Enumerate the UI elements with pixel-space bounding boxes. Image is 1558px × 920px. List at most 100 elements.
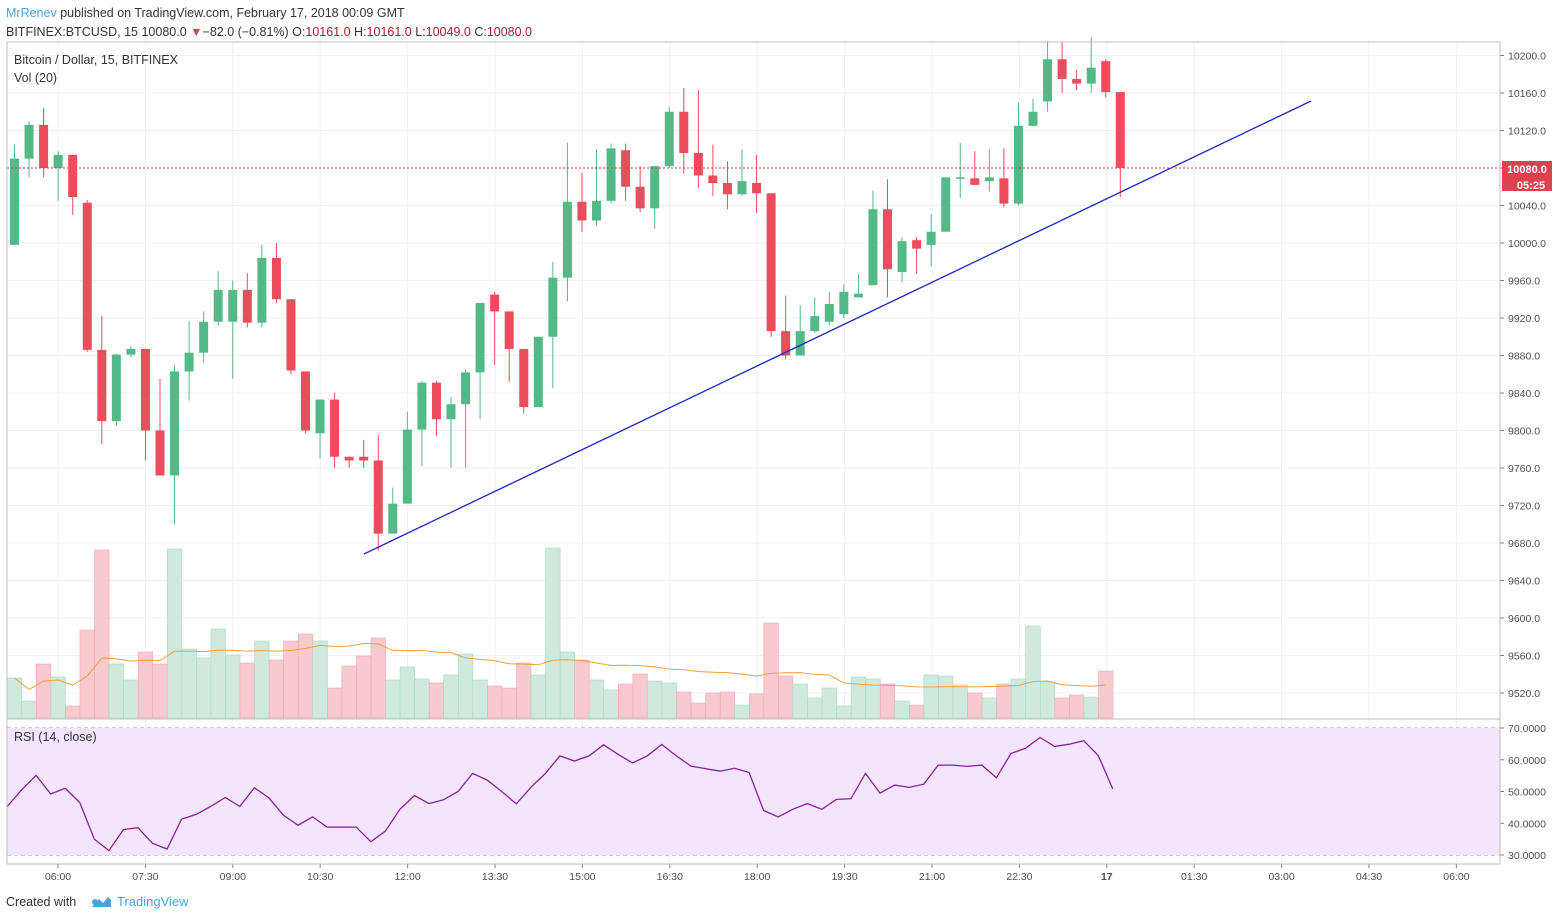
last-price: 10080.0 <box>141 25 187 39</box>
volume-bar <box>196 657 212 719</box>
volume-bar <box>850 676 866 719</box>
rsi-tick-label: 30.0000 <box>1508 850 1546 862</box>
price-tick-label: 9640.0 <box>1508 576 1540 588</box>
volume-bar <box>1069 694 1085 719</box>
low-value: 10049.0 <box>425 25 471 39</box>
candle-body <box>708 175 718 183</box>
tradingview-logo[interactable]: TradingView <box>88 893 189 909</box>
candle-body <box>999 178 1009 204</box>
time-tick-label: 06:00 <box>1443 871 1469 883</box>
candle-body <box>199 321 209 353</box>
candle-body <box>301 371 310 431</box>
candle-body <box>1013 125 1023 204</box>
volume-bar <box>807 697 823 719</box>
candle-body <box>82 202 92 350</box>
price-badge-countdown: 05:25 <box>1517 180 1545 192</box>
candle-body <box>111 354 121 422</box>
rsi-band <box>7 728 1500 855</box>
volume-bar <box>748 693 765 719</box>
price-tick-label: 9760.0 <box>1508 463 1540 475</box>
volume-bar <box>152 663 168 719</box>
time-tick-label: 15:00 <box>569 871 595 883</box>
candle-body <box>853 293 863 298</box>
price-tick-label: 9600.0 <box>1508 613 1540 625</box>
volume-bar <box>327 687 343 719</box>
chart-canvas[interactable]: 10200.0 10160.0 10120.0 10080.0 10040.0 10000… <box>0 0 1558 886</box>
close-label: C: <box>474 25 487 39</box>
candle-body <box>24 124 34 159</box>
volume-bar <box>123 679 139 719</box>
volume-bar <box>545 547 561 719</box>
volume-bar <box>923 674 939 719</box>
time-tick-label: 21:00 <box>919 871 945 883</box>
price-tick-label: 9520.0 <box>1508 688 1540 700</box>
candle-body <box>155 430 165 476</box>
candle-body <box>868 209 878 286</box>
candle-body <box>1028 111 1038 126</box>
time-tick-label: 22:30 <box>1006 871 1032 883</box>
chart-header: MrRenev published on TradingView.com, Fe… <box>6 4 532 42</box>
candle-body <box>242 289 252 323</box>
volume-bar <box>239 662 255 719</box>
publish-line: MrRenev published on TradingView.com, Fe… <box>6 4 532 23</box>
trendline[interactable] <box>363 100 1312 555</box>
candle-body <box>548 277 558 337</box>
candle-body <box>621 150 631 187</box>
candle-body <box>897 241 907 273</box>
volume-bar <box>283 640 299 719</box>
candle-body <box>737 181 747 195</box>
candle-body <box>795 331 805 356</box>
time-tick-label: 18:00 <box>744 871 770 883</box>
volume-bar <box>778 675 794 719</box>
volume-bar <box>967 692 983 719</box>
candle-body <box>286 299 296 371</box>
volume-bar <box>763 622 779 719</box>
time-tick-label: 16:30 <box>657 871 683 883</box>
candle-body <box>39 124 49 168</box>
price-tick-label: 10040.0 <box>1508 201 1546 213</box>
volume-bar <box>836 705 852 719</box>
candle-body <box>461 372 471 405</box>
time-tick-label: 06:00 <box>45 871 71 883</box>
volume-bar <box>210 628 226 719</box>
rsi-line <box>6 736 1114 852</box>
time-tick-label: 07:30 <box>132 871 158 883</box>
volume-bar <box>647 680 663 719</box>
volume-bar <box>909 704 925 719</box>
candle-body <box>184 352 194 372</box>
chart-title: Bitcoin / Dollar, 15, BITFINEX <box>14 53 179 67</box>
candle-body <box>824 303 834 322</box>
price-tick-label: 9680.0 <box>1508 538 1540 550</box>
candle-body <box>315 399 325 434</box>
candle-body <box>140 348 150 431</box>
price-badge: 10080.0 05:25 <box>1502 161 1552 192</box>
price-tick-label: 9560.0 <box>1508 651 1540 663</box>
author-link[interactable]: MrRenev <box>6 6 57 20</box>
volume-bar <box>1083 696 1099 719</box>
volume-bar <box>65 705 81 719</box>
volume-bar <box>1025 625 1041 719</box>
candle-body <box>417 382 427 430</box>
candle-body <box>402 429 412 504</box>
volume-bar <box>50 676 66 719</box>
volume-legend: Vol (20) <box>14 71 57 85</box>
volume-bar <box>225 654 241 719</box>
candle-body <box>170 371 180 476</box>
symbol-label: BITFINEX:BTCUSD, 15 <box>6 25 138 39</box>
volume-bar <box>356 655 372 719</box>
volume-bar <box>603 689 619 719</box>
volume-bar <box>996 683 1012 719</box>
candle-body <box>577 201 587 221</box>
candle-body <box>722 183 732 195</box>
volume-bar <box>894 700 910 719</box>
candle-body <box>213 289 223 322</box>
candle-body <box>10 158 19 245</box>
volume-bar <box>414 678 430 719</box>
volume-bar <box>268 659 284 719</box>
volume-bar <box>137 651 154 719</box>
time-tick-label: 17 <box>1101 871 1113 883</box>
volume-bar <box>559 651 575 719</box>
candle-body <box>1057 59 1067 79</box>
volume-bar <box>472 679 488 719</box>
candle-body <box>533 336 543 408</box>
